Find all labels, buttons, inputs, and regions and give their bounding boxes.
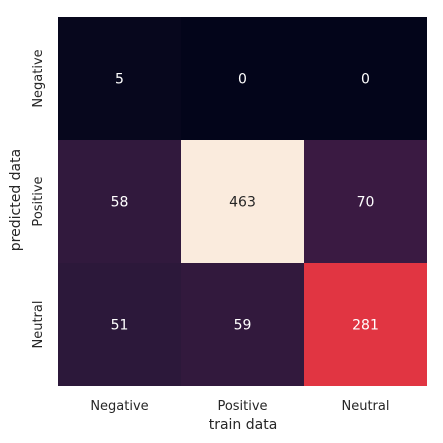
heatmap-cell-value-r2-c2: 281 <box>352 318 379 334</box>
y-tick-label-neutral: Neutral <box>31 301 46 349</box>
heatmap-cell-value-r1-c2: 70 <box>357 195 375 211</box>
x-tick-label-neutral: Neutral <box>342 399 390 414</box>
heatmap-cell-value-r1-c1: 463 <box>229 195 256 211</box>
heatmap-cell-value-r0-c0: 5 <box>115 72 124 88</box>
y-tick-label-positive: Positive <box>31 176 46 226</box>
heatmap-cells: 5 0 0 58 463 70 51 59 281 <box>58 17 427 386</box>
heatmap-cell-r0-c1 <box>181 17 304 140</box>
heatmap-cell-r1-c2 <box>304 140 427 263</box>
heatmap-cell-r1-c0 <box>58 140 181 263</box>
x-tick-label-positive: Positive <box>217 399 267 414</box>
heatmap-cell-r2-c2 <box>304 263 427 386</box>
heatmap-cell-value-r2-c0: 51 <box>111 318 129 334</box>
y-axis-title: predicted data <box>8 149 24 251</box>
heatmap-cell-r1-c1 <box>181 140 304 263</box>
heatmap-cell-value-r2-c1: 59 <box>234 318 252 334</box>
heatmap-cell-value-r1-c0: 58 <box>111 195 129 211</box>
y-tick-label-negative: Negative <box>31 49 46 107</box>
heatmap-cell-value-r0-c1: 0 <box>238 72 247 88</box>
heatmap-cell-r2-c0 <box>58 263 181 386</box>
heatmap-cell-r0-c0 <box>58 17 181 140</box>
heatmap-cell-r2-c1 <box>181 263 304 386</box>
y-tick-labels: Negative Positive Neutral <box>31 49 46 348</box>
heatmap-cell-r0-c2 <box>304 17 427 140</box>
x-axis-title: train data <box>209 417 278 433</box>
x-tick-label-negative: Negative <box>90 399 148 414</box>
heatmap-cell-value-r0-c2: 0 <box>361 72 370 88</box>
x-tick-labels: Negative Positive Neutral <box>90 399 389 414</box>
